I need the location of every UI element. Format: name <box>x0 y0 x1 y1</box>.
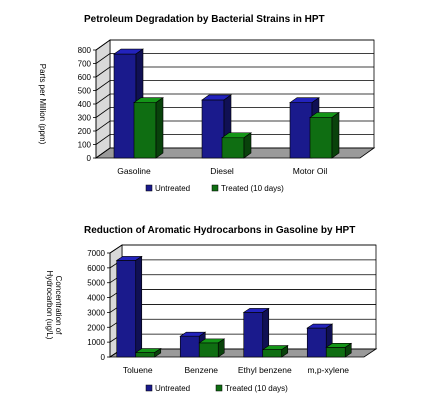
legend-label: Treated (10 days) <box>225 384 288 393</box>
gridline <box>95 66 374 78</box>
x-category-label: Motor Oil <box>293 166 328 176</box>
bar-front <box>179 335 200 358</box>
x-category-label: Gasoline <box>117 166 151 176</box>
y-tick-label: 1000 <box>87 338 105 347</box>
y-tick-label: 100 <box>78 141 92 150</box>
legend-label: Untreated <box>155 384 190 393</box>
gridline <box>95 147 374 159</box>
bar-front <box>221 137 245 159</box>
bar-front <box>113 53 137 159</box>
y-tick-label: 300 <box>78 114 92 123</box>
chart-title: Reduction of Aromatic Hydrocarbons in Ga… <box>84 225 356 236</box>
y-tick-label: 6000 <box>87 264 105 273</box>
y-tick-label: 2000 <box>87 323 105 332</box>
bar-front <box>306 327 327 358</box>
y-axis-label: Parts per Million (ppm) <box>38 64 47 145</box>
x-category-label: Toluene <box>123 365 153 375</box>
gridline <box>95 134 374 145</box>
bar-side <box>155 97 164 159</box>
bar-side <box>217 338 225 358</box>
gridline <box>95 53 374 64</box>
y-tick-label: 0 <box>101 353 106 362</box>
chart-petroleum-degradation: Petroleum Degradation by Bacterial Strai… <box>0 0 428 200</box>
bar-side <box>243 132 252 159</box>
y-tick-label: 200 <box>78 127 92 136</box>
gridline <box>95 107 374 118</box>
bar-side <box>331 111 340 159</box>
bar-front <box>116 260 137 358</box>
legend-swatch <box>215 384 223 392</box>
bar-side <box>281 345 289 358</box>
gridline <box>95 120 374 132</box>
legend-label: Treated (10 days) <box>221 184 284 193</box>
bar-front <box>289 102 313 159</box>
bar-front <box>309 117 333 159</box>
y-tick-label: 500 <box>78 87 92 96</box>
y-tick-label: 4000 <box>87 294 105 303</box>
legend-label: Untreated <box>155 184 190 193</box>
bar-front <box>243 312 264 358</box>
bar-front <box>201 99 225 159</box>
bar-front <box>133 102 157 159</box>
x-category-label: m,p-xylene <box>307 365 349 375</box>
bar-front <box>262 349 283 358</box>
chart-title: Petroleum Degradation by Bacterial Strai… <box>84 14 325 25</box>
x-category-label: Benzene <box>184 365 218 375</box>
y-tick-label: 400 <box>78 100 92 109</box>
legend-swatch <box>145 184 153 192</box>
gridline <box>95 93 374 105</box>
y-tick-label: 7000 <box>87 249 105 258</box>
x-category-label: Diesel <box>210 166 234 176</box>
bar-front <box>198 342 219 358</box>
y-tick-label: 600 <box>78 73 92 82</box>
y-tick-label: 700 <box>78 60 92 69</box>
bar-side <box>135 255 143 358</box>
y-tick-label: 5000 <box>87 279 105 288</box>
gridline <box>95 39 374 51</box>
bar-side <box>154 347 162 358</box>
chart-canvas: 0 100 200 300 400 500 600 700 800 Parts per Milli… <box>38 39 376 193</box>
chart-aromatic-hydrocarbons: Reduction of Aromatic Hydrocarbons in Ga… <box>0 205 428 406</box>
legend-swatch <box>145 384 153 392</box>
legend-swatch <box>211 184 219 192</box>
gridline <box>95 80 374 91</box>
x-category-label: Ethyl benzene <box>238 365 292 375</box>
bar-front <box>135 352 156 358</box>
bar-side <box>344 342 352 358</box>
y-tick-label: 3000 <box>87 308 105 317</box>
bar-front <box>325 347 346 358</box>
chart-canvas: 0 1000 2000 3000 4000 5000 6000 7000 Concentrati… <box>45 244 378 393</box>
y-tick-label: 800 <box>78 46 92 55</box>
gridline <box>109 244 376 254</box>
y-axis-label: Concentration ofHydrocarbon (ug/L) <box>45 271 63 340</box>
y-tick-label: 0 <box>87 154 92 163</box>
